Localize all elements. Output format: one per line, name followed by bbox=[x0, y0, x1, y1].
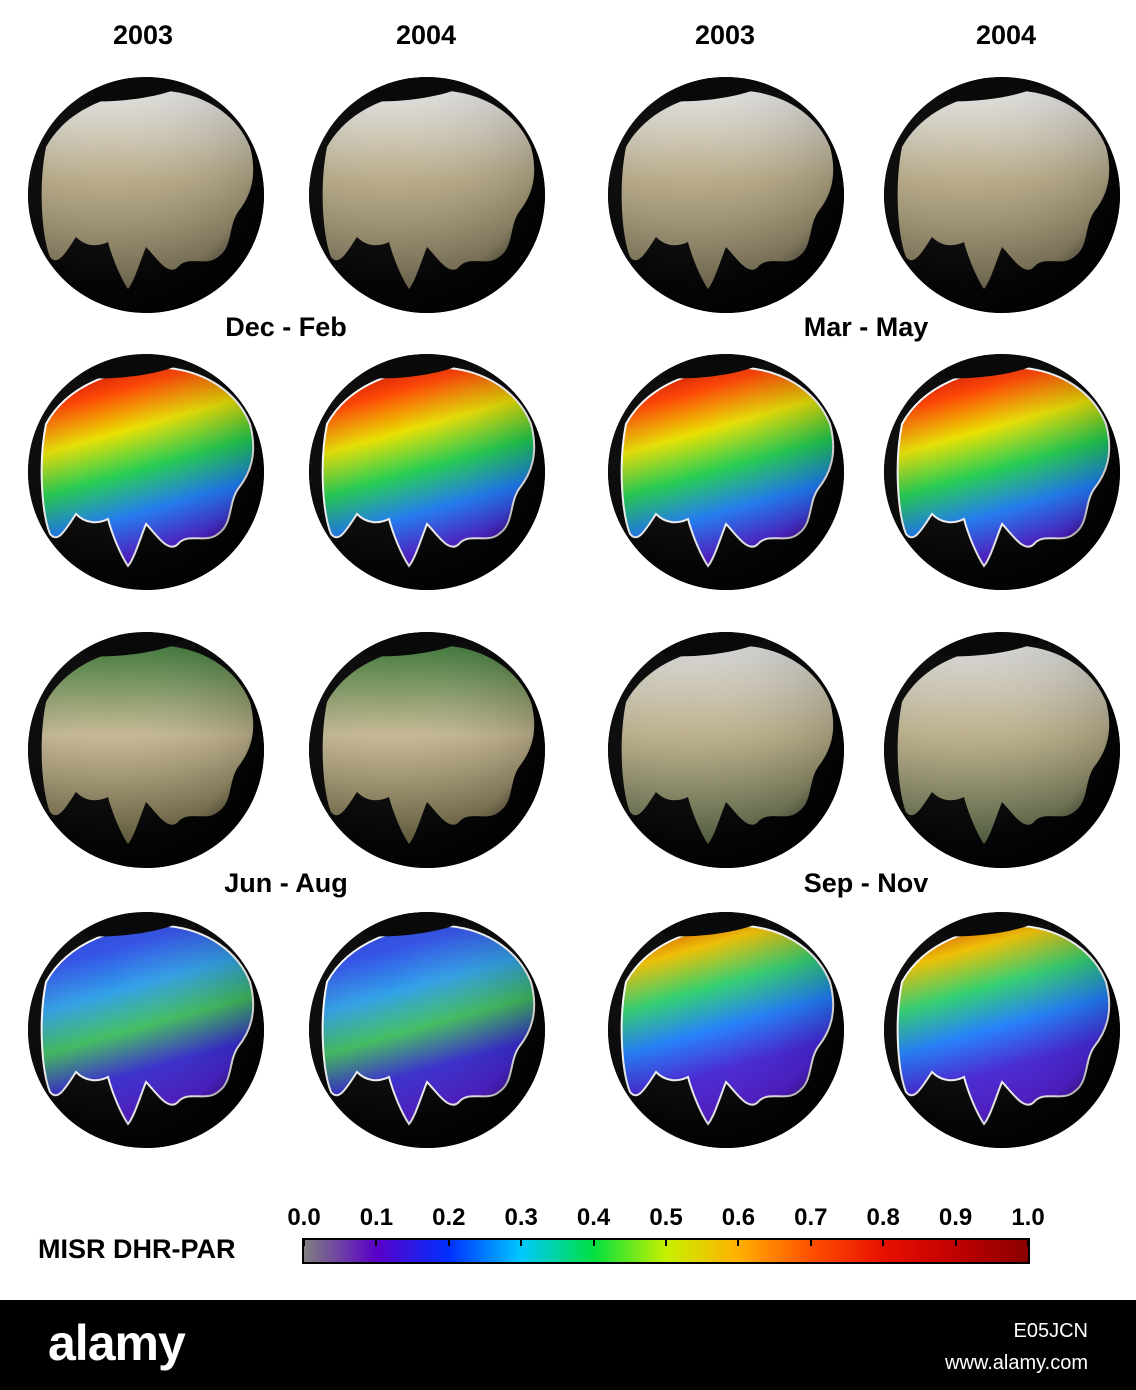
globe-image bbox=[28, 912, 264, 1148]
season-label-mar-may: Mar - May bbox=[803, 312, 929, 342]
globe-image bbox=[28, 77, 264, 313]
season-label-jun-aug: Jun - Aug bbox=[224, 868, 348, 898]
colorbar-tick-label: 0.1 bbox=[359, 1204, 394, 1231]
year-header-2004-left: 2004 bbox=[395, 20, 457, 50]
colorbar-tick bbox=[520, 1238, 523, 1246]
globe-image bbox=[28, 354, 264, 590]
colorbar-tick-label: 0.8 bbox=[866, 1204, 900, 1231]
colorbar-tick bbox=[1027, 1238, 1029, 1246]
colorbar-tick bbox=[447, 1238, 450, 1246]
year-header-2004-right: 2004 bbox=[975, 20, 1037, 50]
image-id: E05JCN bbox=[1013, 1320, 1088, 1342]
colorbar-tick-label: 0.7 bbox=[794, 1204, 828, 1231]
colorbar-tick bbox=[592, 1238, 595, 1246]
season-label-dec-feb: Dec - Feb bbox=[225, 312, 347, 342]
colorbar-tick-label: 0.5 bbox=[649, 1204, 683, 1231]
source-url: www.alamy.com bbox=[945, 1352, 1088, 1374]
year-header-2003-right: 2003 bbox=[694, 20, 756, 50]
watermark-footer: alamy E05JCN www.alamy.com bbox=[0, 1300, 1136, 1390]
colorbar-tick-label: 0.6 bbox=[721, 1204, 756, 1231]
colorbar-tick bbox=[809, 1238, 812, 1246]
colorbar-tick bbox=[954, 1238, 957, 1246]
colorbar-tick-label: 0.2 bbox=[432, 1204, 466, 1231]
globe-image bbox=[28, 632, 264, 868]
colorbar-tick-label: 0.9 bbox=[938, 1204, 973, 1231]
globe-image bbox=[309, 354, 545, 590]
globe-image bbox=[309, 77, 545, 313]
globe-image bbox=[309, 632, 545, 868]
globe-image bbox=[884, 77, 1120, 313]
colorbar-tick-label: 0.3 bbox=[504, 1204, 538, 1231]
globe-image bbox=[884, 912, 1120, 1148]
globe-image bbox=[309, 912, 545, 1148]
colorbar-tick-label: 0.4 bbox=[576, 1204, 611, 1231]
globe-image bbox=[608, 912, 844, 1148]
globe-image bbox=[608, 632, 844, 868]
globe-image bbox=[884, 354, 1120, 590]
colorbar-tick-label: 0.0 bbox=[287, 1204, 321, 1231]
globe-image bbox=[608, 77, 844, 313]
alamy-logo: alamy bbox=[48, 1315, 186, 1371]
colorbar-tick bbox=[737, 1238, 740, 1246]
season-label-sep-nov: Sep - Nov bbox=[803, 868, 929, 898]
year-header-2003-left: 2003 bbox=[112, 20, 174, 50]
colorbar-tick bbox=[303, 1238, 305, 1246]
colorbar-tick bbox=[882, 1238, 885, 1246]
colorbar-tick-label: 1.0 bbox=[1011, 1204, 1045, 1231]
legend-title: MISR DHR-PAR bbox=[38, 1234, 236, 1264]
globe-image bbox=[884, 632, 1120, 868]
colorbar-tick bbox=[665, 1238, 667, 1246]
colorbar-tick bbox=[375, 1238, 378, 1246]
globe-image bbox=[608, 354, 844, 590]
